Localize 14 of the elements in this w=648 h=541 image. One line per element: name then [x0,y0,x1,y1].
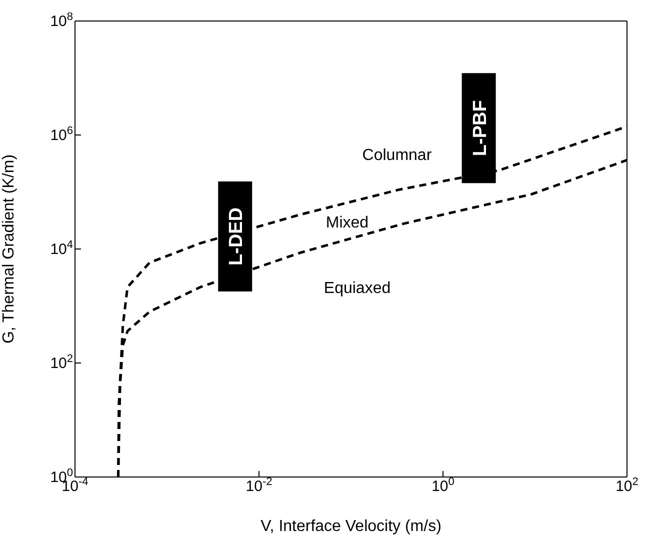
y-axis-title: G, Thermal Gradient (K/m) [0,154,18,344]
y-tick-label: 10$^{6}$ [50,125,73,144]
annotation: L-DED [226,207,248,266]
x-tick-label: 10$^{2}$ [616,476,638,495]
y-tick-label: 10$^{8}$ [50,11,73,30]
x-tick-label: 10$^{0}$ [432,476,454,495]
y-tick-label: 10$^{2}$ [50,353,73,372]
annotation: Columnar [362,146,432,164]
x-axis-title: V, Interface Velocity (m/s) [260,518,442,535]
x-tick-label: 10$^{-2}$ [246,476,272,495]
annotation: Equiaxed [324,280,391,298]
y-tick-label: 10$^{4}$ [50,239,73,258]
annotation: L-PBF [470,100,491,156]
annotation: Mixed [326,214,369,232]
